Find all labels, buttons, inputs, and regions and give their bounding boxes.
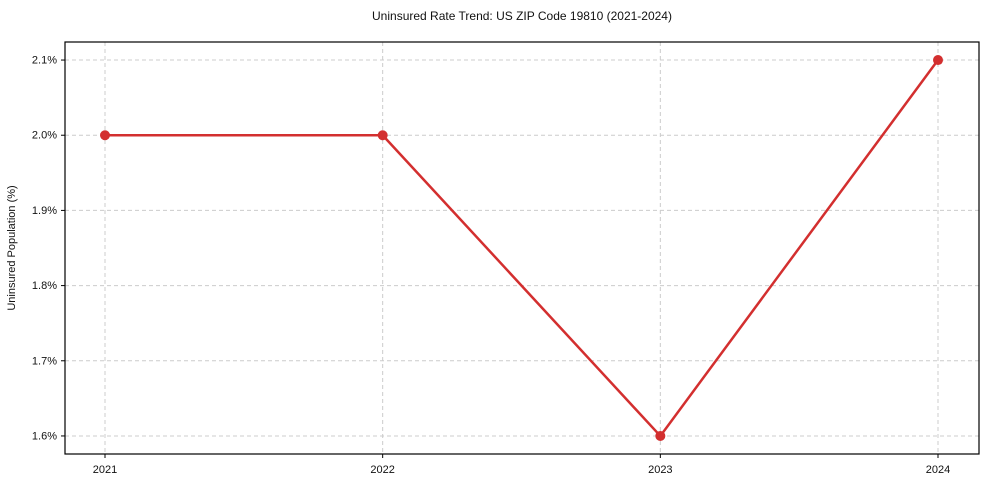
plot-area: 1.6% 1.7% 1.8% 1.9% 2.0% 2.1% 2021 2022 2023 2024… (6, 41, 980, 476)
trend-line (103, 58, 940, 438)
y-tick-label: 1.6% (32, 430, 57, 442)
x-tick-label: 2024 (926, 464, 950, 476)
data-point (933, 55, 943, 66)
y-tick-label: 2.0% (32, 130, 57, 142)
y-axis-label: Uninsured Population (%) (6, 185, 18, 310)
y-tick-label: 1.7% (32, 355, 57, 367)
y-tick-label: 2.1% (32, 55, 57, 67)
y-tick-label: 1.9% (32, 205, 57, 217)
data-point (655, 430, 666, 441)
plot-border (64, 41, 980, 455)
x-tick-label: 2022 (370, 464, 394, 476)
y-tick-label: 1.8% (32, 280, 57, 292)
chart-title: Uninsured Rate Trend: US ZIP Code 19810 … (372, 9, 672, 23)
data-point (377, 130, 388, 141)
data-point (100, 130, 110, 141)
x-tick-label: 2023 (648, 464, 672, 476)
x-tick-label: 2021 (93, 464, 117, 476)
